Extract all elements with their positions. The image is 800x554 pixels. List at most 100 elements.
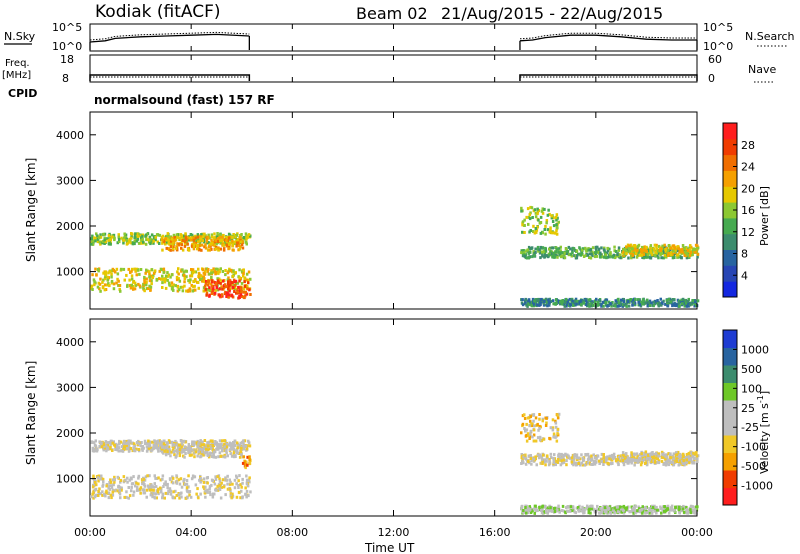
echo-cell — [538, 505, 541, 509]
echo-cell — [566, 509, 569, 513]
echo-cell — [561, 251, 564, 255]
colorbar-swatch — [723, 470, 737, 488]
echo-cell — [104, 275, 107, 279]
echo-cell — [91, 239, 94, 243]
echo-cell — [219, 241, 222, 245]
echo-cell — [156, 233, 159, 237]
echo-cell — [167, 451, 171, 454]
echo-cell — [110, 275, 113, 279]
echo-cell — [221, 439, 224, 443]
echo-cell — [95, 236, 98, 240]
echo-cell — [648, 507, 651, 511]
echo-cell — [238, 296, 241, 299]
echo-cell — [671, 454, 675, 458]
echo-cell — [138, 272, 141, 276]
echo-cell — [143, 483, 146, 486]
echo-cell — [205, 239, 209, 243]
echo-cell — [555, 213, 559, 217]
echo-cell — [608, 457, 611, 461]
echo-cell — [125, 495, 128, 499]
echo-cell — [106, 441, 110, 445]
echo-cell — [633, 244, 637, 248]
echo-cell — [150, 240, 153, 244]
echo-cell — [631, 506, 635, 510]
echo-cell — [235, 239, 238, 243]
echo-cell — [156, 441, 160, 445]
echo-cell — [148, 235, 152, 239]
echo-cell — [538, 454, 542, 457]
echo-cell — [229, 269, 233, 273]
echo-cell — [187, 238, 191, 242]
echo-cell — [562, 455, 565, 459]
echo-cell — [570, 456, 574, 460]
echo-cell — [529, 454, 532, 457]
echo-cell — [554, 425, 558, 429]
echo-cell — [225, 239, 228, 243]
echo-cell — [186, 289, 190, 293]
echo-cell — [572, 463, 575, 467]
echo-cell — [606, 304, 609, 308]
echo-cell — [528, 508, 532, 512]
echo-cell — [227, 286, 230, 290]
echo-cell — [644, 450, 648, 454]
date-range: 21/Aug/2015 - 22/Aug/2015 — [441, 4, 663, 23]
echo-cell — [545, 300, 549, 304]
echo-cell — [130, 441, 133, 445]
echo-cell — [630, 461, 633, 465]
echo-cell — [536, 436, 540, 440]
echo-cell — [162, 485, 165, 488]
echo-cell — [92, 278, 96, 282]
echo-cell — [110, 272, 113, 276]
echo-cell — [175, 275, 179, 279]
echo-cell — [218, 235, 222, 239]
echo-cell — [205, 291, 209, 295]
echo-cell — [210, 284, 214, 288]
echo-cell — [162, 239, 166, 243]
echo-cell — [208, 444, 212, 448]
echo-cell — [693, 461, 696, 465]
echo-cell — [677, 301, 681, 305]
echo-cell — [656, 253, 659, 257]
echo-cell — [178, 454, 182, 458]
echo-cell — [208, 451, 211, 455]
echo-cell — [611, 255, 614, 259]
echo-cell — [149, 237, 152, 241]
echo-cell — [641, 256, 644, 259]
echo-cell — [545, 416, 548, 420]
echo-cell — [671, 461, 675, 464]
echo-cell — [582, 247, 585, 251]
echo-cell — [600, 452, 604, 456]
echo-cell — [150, 233, 154, 237]
echo-cell — [228, 288, 231, 291]
echo-cell — [651, 250, 654, 254]
echo-cell — [525, 439, 529, 443]
echo-cell — [612, 455, 615, 459]
echo-cell — [529, 211, 532, 215]
echo-cell — [223, 455, 227, 459]
echo-cell — [112, 233, 116, 237]
echo-cell — [181, 248, 185, 252]
echo-cell — [133, 287, 137, 291]
echo-cell — [677, 505, 681, 509]
echo-cell — [176, 235, 179, 239]
echo-cell — [122, 241, 125, 245]
echo-cell — [625, 506, 628, 510]
echo-cell — [138, 487, 142, 491]
echo-cell — [548, 300, 551, 304]
echo-cell — [150, 268, 154, 272]
echo-cell — [613, 249, 616, 253]
echo-cell — [650, 508, 653, 512]
echo-cell — [137, 482, 140, 486]
echo-cell — [171, 247, 175, 251]
echo-cell — [111, 269, 114, 273]
echo-cell — [108, 240, 111, 244]
echo-cell — [628, 249, 632, 253]
echo-cell — [112, 268, 115, 272]
echo-cell — [689, 456, 693, 460]
echo-cell — [191, 440, 194, 444]
echo-cell — [689, 247, 692, 251]
echo-cell — [154, 492, 158, 496]
echo-cell — [114, 488, 118, 492]
echo-cell — [665, 255, 668, 259]
echo-cell — [167, 281, 171, 285]
